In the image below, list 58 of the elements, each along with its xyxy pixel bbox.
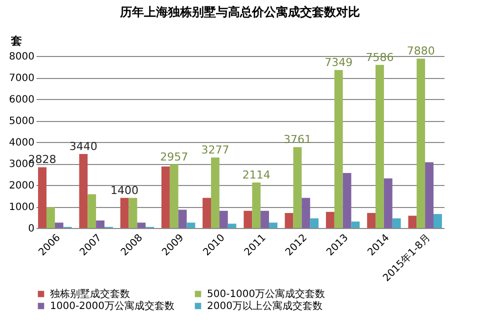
data-label: 7349 — [324, 56, 353, 69]
legend-label: 2000万以上公寓成交套数 — [207, 300, 322, 312]
bar — [434, 214, 442, 228]
bar — [376, 64, 384, 228]
bar — [128, 198, 138, 228]
bar — [228, 224, 236, 228]
bar — [137, 222, 146, 228]
y-axis-title: 套 — [10, 34, 22, 48]
bar — [367, 212, 376, 228]
bar — [416, 58, 426, 228]
legend-label: 1000-2000万公寓成交套数 — [50, 300, 175, 312]
bar — [268, 222, 278, 228]
y-tick-label: 8000 — [9, 52, 34, 62]
bar — [202, 198, 212, 228]
bar — [38, 167, 46, 228]
y-tick-label: 2000 — [9, 180, 34, 192]
bar — [310, 218, 319, 228]
bar — [244, 210, 252, 228]
y-tick-label: 5000 — [9, 116, 34, 127]
data-label: 3277 — [201, 144, 230, 157]
bar — [334, 70, 343, 228]
chart-title: 历年上海独栋别墅与高总价公寓成交套数对比 — [119, 5, 360, 19]
bar — [342, 172, 352, 228]
legend-label: 500-1000万公寓成交套数 — [207, 288, 326, 300]
bar — [88, 194, 96, 228]
bar — [293, 147, 302, 228]
bar — [178, 210, 187, 228]
bar — [211, 158, 220, 228]
data-label: 1400 — [110, 184, 139, 197]
y-tick-label: 4000 — [9, 138, 34, 148]
bar — [252, 182, 261, 228]
legend-label: 独栋别墅成交套数 — [50, 288, 130, 300]
data-label: 3440 — [69, 140, 98, 154]
bar — [302, 198, 310, 228]
bar — [161, 166, 170, 228]
bar — [425, 162, 434, 228]
y-tick-label: 0 — [28, 224, 34, 234]
y-tick-label: 7000 — [9, 73, 34, 84]
bar — [384, 178, 392, 228]
data-label: 7880 — [406, 44, 435, 58]
bar — [96, 220, 104, 228]
y-tick-label: 1000 — [9, 202, 34, 213]
bar — [120, 198, 129, 228]
bar — [260, 210, 269, 228]
y-tick-label: 6000 — [9, 94, 34, 106]
bar — [79, 154, 88, 228]
bar — [392, 218, 401, 228]
bar — [46, 207, 55, 228]
bar — [54, 222, 64, 228]
bar — [170, 164, 178, 228]
bar — [408, 216, 417, 228]
data-label: 2957 — [160, 150, 188, 164]
bar — [326, 212, 334, 228]
bar — [186, 222, 196, 228]
data-label: 2114 — [242, 168, 270, 182]
bar — [351, 222, 360, 228]
bar — [284, 212, 294, 228]
bar — [219, 210, 228, 228]
